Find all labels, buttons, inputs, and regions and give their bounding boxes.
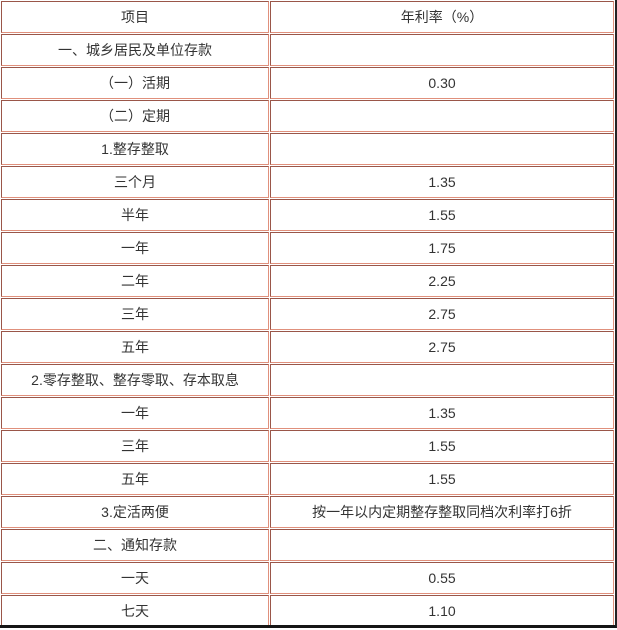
table-row: 一、城乡居民及单位存款: [1, 34, 614, 66]
rate-cell: 1.55: [270, 199, 614, 231]
item-cell: 半年: [1, 199, 270, 231]
item-cell: 二年: [1, 265, 270, 297]
rate-cell: 1.55: [270, 430, 614, 462]
rate-cell: [270, 529, 614, 561]
table-row: （二）定期: [1, 100, 614, 132]
rate-cell: 2.75: [270, 298, 614, 330]
table-row: 一年 1.75: [1, 232, 614, 264]
item-cell: 2.零存整取、整存零取、存本取息: [1, 364, 270, 396]
rate-cell: 按一年以内定期整存整取同档次利率打6折: [270, 496, 614, 528]
rate-cell: 1.55: [270, 463, 614, 495]
item-cell: 三年: [1, 298, 270, 330]
header-row: 项目 年利率（%）: [1, 1, 614, 33]
table-row: 1.整存整取: [1, 133, 614, 165]
table-row: 3.定活两便 按一年以内定期整存整取同档次利率打6折: [1, 496, 614, 528]
table-row: 半年 1.55: [1, 199, 614, 231]
item-cell: 一年: [1, 397, 270, 429]
rate-cell: 1.35: [270, 397, 614, 429]
rate-cell: 1.75: [270, 232, 614, 264]
item-cell: 七天: [1, 595, 270, 625]
rate-cell: 2.75: [270, 331, 614, 363]
item-cell: 一、城乡居民及单位存款: [1, 34, 270, 66]
rate-cell: [270, 34, 614, 66]
table-row: 三年 2.75: [1, 298, 614, 330]
table-row: 二年 2.25: [1, 265, 614, 297]
column-header-rate: 年利率（%）: [270, 1, 614, 33]
table-row: 二、通知存款: [1, 529, 614, 561]
item-cell: 3.定活两便: [1, 496, 270, 528]
item-cell: 1.整存整取: [1, 133, 270, 165]
table-row: 一年 1.35: [1, 397, 614, 429]
table-row: 三年 1.55: [1, 430, 614, 462]
rate-cell: 0.30: [270, 67, 614, 99]
item-cell: 二、通知存款: [1, 529, 270, 561]
table-row: 七天 1.10: [1, 595, 614, 625]
rate-cell: 0.55: [270, 562, 614, 594]
rate-cell: [270, 100, 614, 132]
item-cell: 五年: [1, 331, 270, 363]
rate-cell: 1.35: [270, 166, 614, 198]
item-cell: 一天: [1, 562, 270, 594]
rate-cell: 2.25: [270, 265, 614, 297]
rate-cell: [270, 364, 614, 396]
table-row: 2.零存整取、整存零取、存本取息: [1, 364, 614, 396]
table-row: 三个月 1.35: [1, 166, 614, 198]
item-cell: 三个月: [1, 166, 270, 198]
table-row: 五年 1.55: [1, 463, 614, 495]
item-cell: （二）定期: [1, 100, 270, 132]
table-row: 五年 2.75: [1, 331, 614, 363]
item-cell: 五年: [1, 463, 270, 495]
item-cell: 三年: [1, 430, 270, 462]
column-header-item: 项目: [1, 1, 270, 33]
item-cell: （一）活期: [1, 67, 270, 99]
rate-cell: 1.10: [270, 595, 614, 625]
table-row: 一天 0.55: [1, 562, 614, 594]
rate-cell: [270, 133, 614, 165]
item-cell: 一年: [1, 232, 270, 264]
table-row: （一）活期 0.30: [1, 67, 614, 99]
